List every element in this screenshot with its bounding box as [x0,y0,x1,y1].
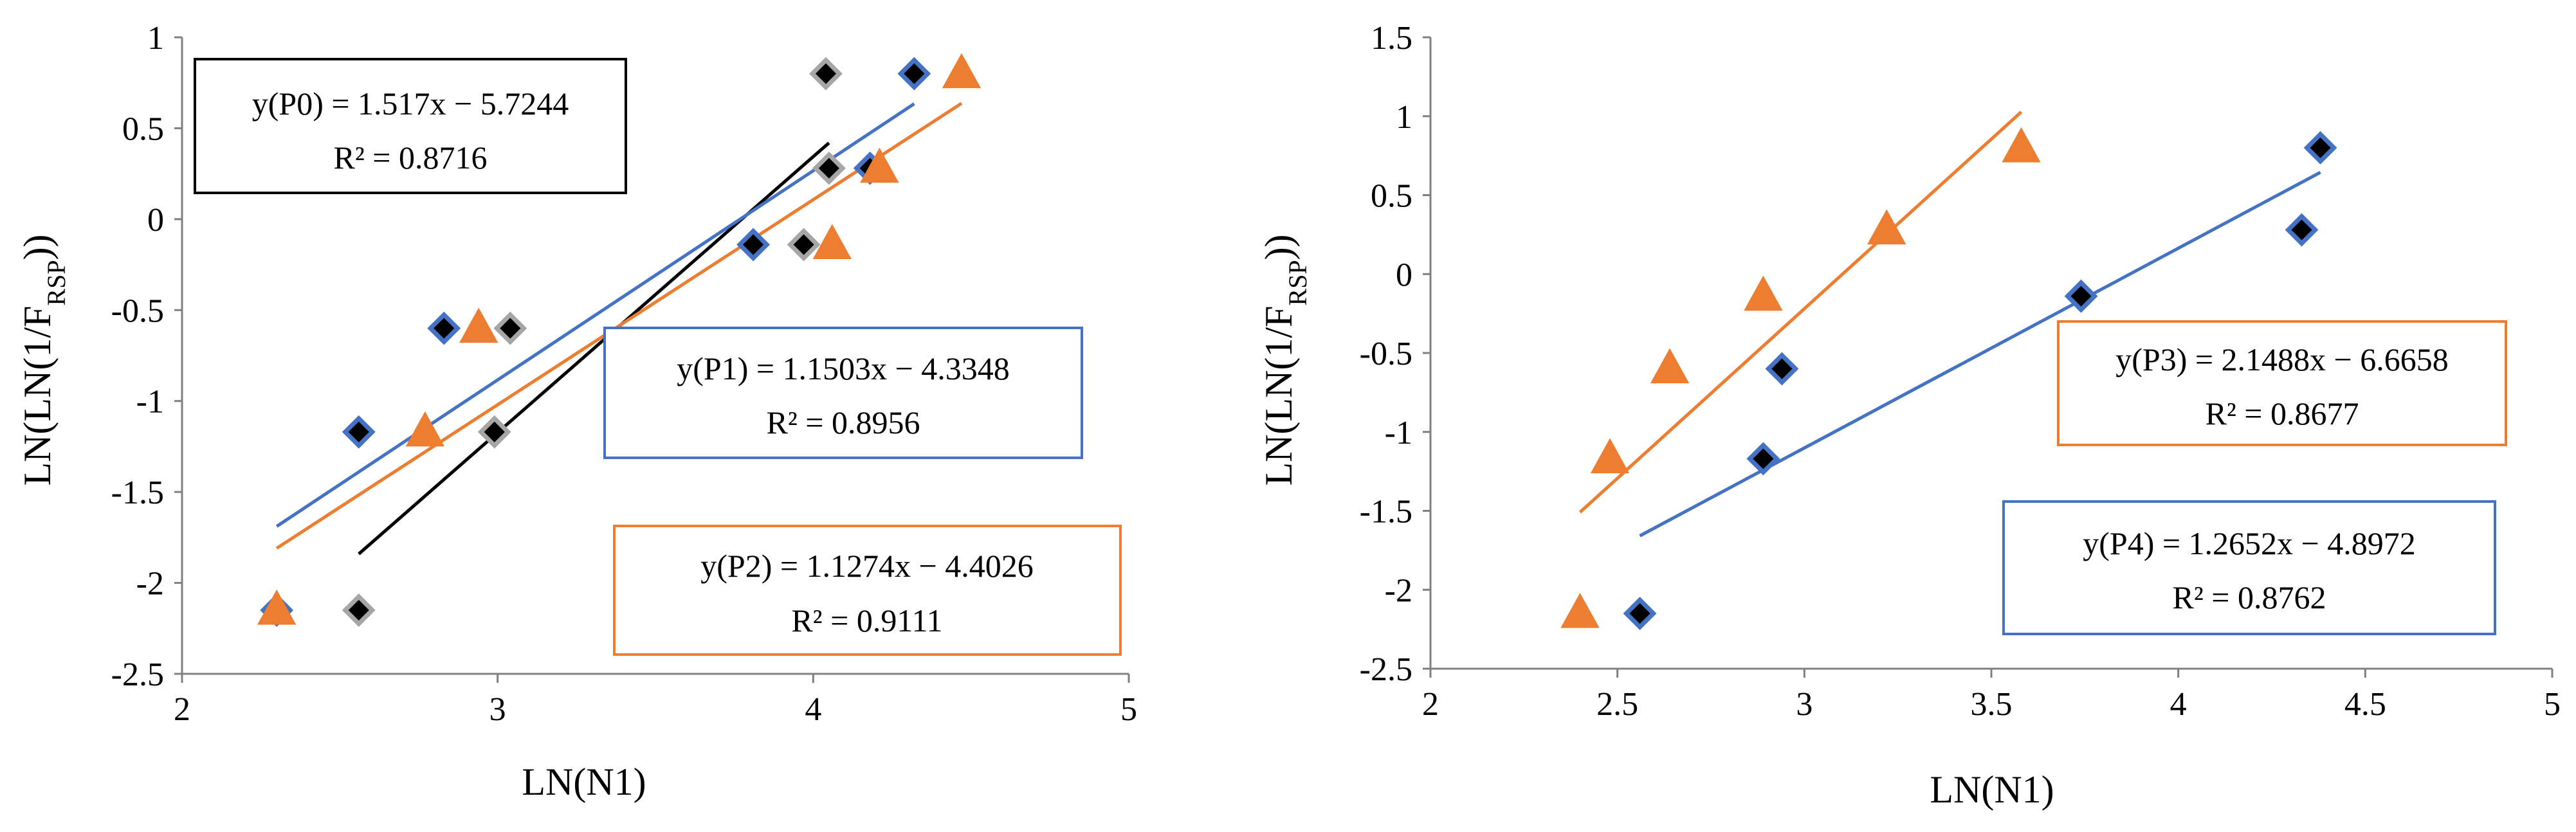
left-y-tick-label: -2.5 [111,656,164,693]
left-chart: -2.5 -2 -1.5 -1 -0.5 0 0.5 1 2 3 4 5 LN(N1) LN(LN(… [16,20,1137,803]
p2-data-point [942,53,982,89]
left-y-axis-title: LN(LN(1/FRSP)) [16,234,71,485]
right-chart: -2.5 -2 -1.5 -1 -0.5 0 0.5 1 1.5 2 2.5 3 3.5 4 4.5 5 L… [1257,20,2561,811]
p3-data-point [1867,209,1906,245]
right-x-tick-label: 2.5 [1596,686,1638,723]
p0-r2: R² = 0.8716 [333,140,487,176]
right-y-tick-label: -0.5 [1360,336,1412,372]
left-data-points [257,53,982,627]
p2-data-point [812,224,852,260]
p4-data-point [2285,213,2319,247]
p1-equation-box: y(P1) = 1.1503x − 4.3348 R² = 0.8956 [603,327,1083,459]
p2-equation-box: y(P2) = 1.1274x − 4.4026 R² = 0.9111 [613,525,1122,656]
p2-data-point [405,411,445,447]
left-y-tick-label: 0.5 [122,111,164,147]
right-x-ticks: 2 2.5 3 3.5 4 4.5 5 [1422,669,2561,723]
right-y-tick-label: 0.5 [1371,178,1412,215]
left-y-tick-label: 0 [147,202,164,239]
p0-data-point [812,151,846,185]
p3-data-point [1744,275,1783,311]
right-x-tick-label: 3.5 [1971,686,2013,723]
p1-data-point [736,228,771,262]
right-x-tick-label: 5 [2544,686,2561,723]
right-y-tick-label: 1 [1396,99,1412,136]
p4-data-point [1623,597,1657,631]
left-x-tick-label: 3 [489,691,506,728]
p4-data-point [1746,442,1780,476]
left-y-tick-label: 1 [147,20,164,57]
p0-data-point [787,228,821,262]
left-y-tick-label: -1.5 [111,475,164,511]
p3-data-point [2002,127,2041,163]
p4-r2: R² = 0.8762 [2172,579,2326,615]
left-y-tick-label: -1 [136,384,164,421]
p3-r2: R² = 0.8677 [2205,395,2359,431]
p4-data-point [1765,352,1799,386]
right-data-points [1560,127,2337,631]
p0-equation: y(P0) = 1.517x − 5.7244 [252,86,569,122]
p1-trendline [275,102,915,528]
right-y-tick-label: -1 [1385,415,1412,451]
p2-equation: y(P2) = 1.1274x − 4.4026 [700,548,1034,584]
p3-data-point [1590,438,1630,474]
left-fit-lines [275,102,963,556]
p0-data-point [809,57,843,91]
p2-data-point [860,147,899,183]
p1-data-point [342,415,376,449]
right-y-tick-label: -2.5 [1360,651,1412,688]
p0-data-point [477,415,511,449]
left-y-tick-label: -2 [136,566,164,602]
right-fit-lines [1578,111,2321,538]
p3-data-point [1560,593,1600,628]
left-x-ticks: 2 3 4 5 [174,674,1137,728]
left-x-tick-label: 4 [805,691,821,728]
p3-equation: y(P3) = 2.1488x − 6.6658 [2115,341,2449,377]
left-y-tick-label: -0.5 [111,293,164,329]
p4-equation: y(P4) = 1.2652x − 4.8972 [2083,525,2416,561]
right-y-tick-label: -1.5 [1360,494,1412,530]
p1-data-point [427,311,461,345]
left-x-axis-title: LN(N1) [522,761,646,803]
p0-data-point [342,593,376,627]
right-x-axis-title: LN(N1) [1930,768,2054,811]
p1-data-point [897,57,931,91]
p1-equation: y(P1) = 1.1503x − 4.3348 [677,350,1010,386]
left-y-ticks: -2.5 -2 -1.5 -1 -0.5 0 0.5 1 [111,20,182,693]
p2-r2: R² = 0.9111 [791,602,942,638]
right-y-axis-title: LN(LN(1/FRSP)) [1257,234,1312,485]
p3-trendline [1578,111,2023,514]
right-y-ticks: -2.5 -2 -1.5 -1 -0.5 0 0.5 1 1.5 [1360,20,1430,688]
p2-data-point [459,307,498,343]
p0-data-point [493,311,527,345]
right-x-tick-label: 4.5 [2344,686,2386,723]
p3-data-point [1650,348,1690,384]
right-y-tick-label: -2 [1385,572,1412,609]
p2-data-point [257,589,297,625]
left-axes [181,37,1129,675]
right-y-tick-label: 1.5 [1371,20,1412,57]
p4-data-point [2303,131,2337,165]
p1-r2: R² = 0.8956 [766,404,920,440]
right-y-tick-label: 0 [1396,257,1412,293]
p0-equation-box: y(P0) = 1.517x − 5.7244 R² = 0.8716 [194,58,627,194]
right-x-tick-label: 3 [1796,686,1813,723]
p4-data-point [2064,279,2098,313]
p2-trendline [275,102,963,550]
right-x-tick-label: 4 [2170,686,2187,723]
left-x-tick-label: 2 [174,691,190,728]
right-x-tick-label: 2 [1422,686,1439,723]
left-x-tick-label: 5 [1120,691,1137,728]
p3-equation-box: y(P3) = 2.1488x − 6.6658 R² = 0.8677 [2057,320,2507,446]
p4-trendline [1639,170,2321,538]
p4-equation-box: y(P4) = 1.2652x − 4.8972 R² = 0.8762 [2002,500,2496,635]
